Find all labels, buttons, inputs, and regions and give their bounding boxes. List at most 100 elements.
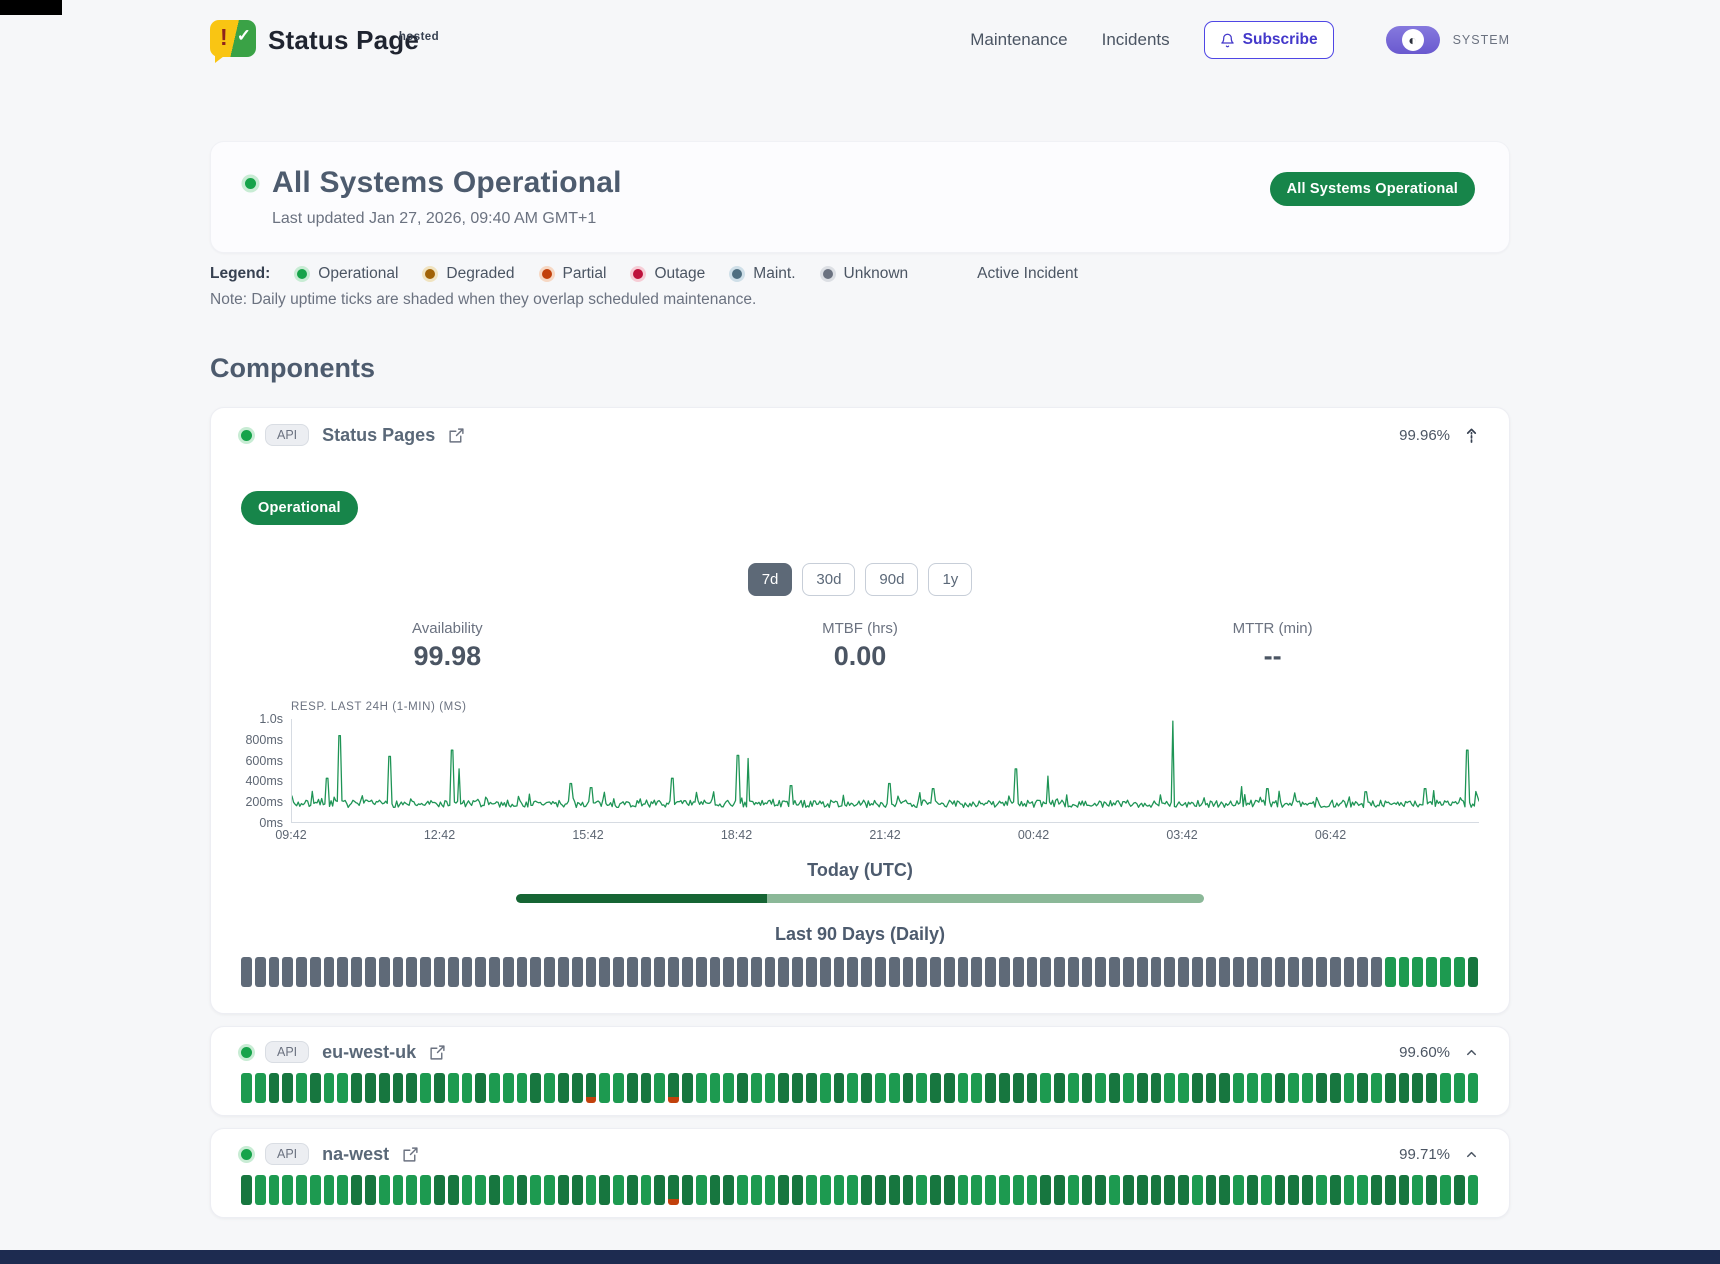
uptime-tick[interactable] (502, 1175, 514, 1205)
uptime-tick[interactable] (874, 1175, 886, 1205)
uptime-tick[interactable] (723, 1073, 735, 1103)
uptime-tick[interactable] (489, 957, 500, 987)
uptime-tick[interactable] (241, 1175, 252, 1205)
uptime-tick[interactable] (544, 957, 555, 987)
uptime-tick[interactable] (1412, 957, 1424, 987)
uptime-tick[interactable] (461, 1175, 473, 1205)
uptime-tick[interactable] (1054, 1073, 1065, 1103)
uptime-tick[interactable] (833, 1175, 845, 1205)
uptime-tick[interactable] (1315, 1073, 1327, 1103)
uptime-tick[interactable] (461, 1073, 473, 1103)
uptime-tick[interactable] (861, 1175, 872, 1205)
uptime-tick[interactable] (916, 957, 928, 987)
uptime-tick[interactable] (406, 957, 418, 987)
uptime-tick[interactable] (778, 1073, 790, 1103)
uptime-tick[interactable] (323, 1175, 335, 1205)
uptime-tick[interactable] (1302, 957, 1313, 987)
uptime-tick[interactable] (557, 1175, 569, 1205)
uptime-tick[interactable] (1384, 957, 1396, 987)
uptime-tick[interactable] (1260, 957, 1272, 987)
uptime-tick[interactable] (1467, 1175, 1479, 1205)
uptime-tick[interactable] (764, 1175, 776, 1205)
uptime-tick[interactable] (571, 957, 583, 987)
uptime-tick[interactable] (1012, 957, 1024, 987)
uptime-tick[interactable] (833, 957, 845, 987)
uptime-tick[interactable] (1439, 957, 1451, 987)
uptime-tick[interactable] (1164, 1073, 1176, 1103)
uptime-tick[interactable] (282, 1175, 294, 1205)
uptime-tick[interactable] (806, 957, 817, 987)
uptime-tick[interactable] (764, 1073, 776, 1103)
range-90d-button[interactable]: 90d (865, 563, 919, 596)
uptime-tick[interactable] (861, 1073, 872, 1103)
uptime-tick[interactable] (971, 1073, 983, 1103)
uptime-tick[interactable] (502, 957, 514, 987)
uptime-tick[interactable] (337, 1073, 349, 1103)
uptime-tick[interactable] (1371, 1073, 1382, 1103)
uptime-tick[interactable] (365, 1175, 376, 1205)
uptime-tick[interactable] (682, 1073, 693, 1103)
uptime-tick[interactable] (737, 1073, 748, 1103)
uptime-tick[interactable] (1164, 957, 1176, 987)
uptime-tick[interactable] (792, 1175, 804, 1205)
uptime-tick[interactable] (1219, 1175, 1231, 1205)
uptime-tick[interactable] (1329, 1073, 1341, 1103)
uptime-tick[interactable] (1467, 1073, 1479, 1103)
uptime-tick[interactable] (1398, 1175, 1410, 1205)
uptime-tick[interactable] (254, 1175, 266, 1205)
uptime-tick[interactable] (943, 1175, 955, 1205)
uptime-tick[interactable] (557, 1073, 569, 1103)
uptime-tick[interactable] (447, 1175, 459, 1205)
uptime-tick[interactable] (1426, 957, 1437, 987)
uptime-tick[interactable] (241, 1073, 252, 1103)
uptime-tick[interactable] (888, 1175, 900, 1205)
uptime-tick[interactable] (1384, 1073, 1396, 1103)
uptime-tick[interactable] (957, 957, 969, 987)
uptime-tick[interactable] (323, 1073, 335, 1103)
uptime-tick[interactable] (792, 1073, 804, 1103)
uptime-tick[interactable] (764, 957, 776, 987)
uptime-tick[interactable] (254, 957, 266, 987)
uptime-tick[interactable] (516, 1073, 528, 1103)
uptime-tick[interactable] (254, 1073, 266, 1103)
uptime-tick[interactable] (985, 957, 996, 987)
uptime-tick[interactable] (571, 1175, 583, 1205)
uptime-tick[interactable] (709, 957, 721, 987)
uptime-tick[interactable] (544, 1175, 555, 1205)
uptime-tick[interactable] (1012, 1175, 1024, 1205)
uptime-tick[interactable] (1164, 1175, 1176, 1205)
uptime-tick[interactable] (585, 1073, 597, 1103)
nav-incidents[interactable]: Incidents (1101, 30, 1170, 49)
uptime-tick[interactable] (1453, 957, 1465, 987)
uptime-tick[interactable] (971, 957, 983, 987)
uptime-tick[interactable] (695, 957, 707, 987)
uptime-tick[interactable] (819, 957, 831, 987)
uptime-tick[interactable] (626, 1175, 638, 1205)
uptime-tick[interactable] (888, 1073, 900, 1103)
uptime-tick[interactable] (530, 1175, 542, 1205)
uptime-tick[interactable] (1219, 957, 1231, 987)
uptime-tick[interactable] (640, 1175, 652, 1205)
uptime-tick[interactable] (778, 957, 790, 987)
uptime-tick[interactable] (1343, 957, 1355, 987)
uptime-tick[interactable] (1371, 957, 1382, 987)
uptime-tick[interactable] (902, 1175, 914, 1205)
uptime-tick[interactable] (1315, 957, 1327, 987)
uptime-tick[interactable] (1219, 1073, 1231, 1103)
uptime-tick[interactable] (323, 957, 335, 987)
uptime-tick[interactable] (489, 1073, 500, 1103)
uptime-tick[interactable] (1260, 1073, 1272, 1103)
uptime-tick[interactable] (957, 1175, 969, 1205)
uptime-tick[interactable] (1136, 1175, 1148, 1205)
uptime-tick[interactable] (1384, 1175, 1396, 1205)
uptime-tick[interactable] (309, 1073, 321, 1103)
uptime-tick[interactable] (930, 957, 941, 987)
uptime-tick[interactable] (1109, 1073, 1120, 1103)
uptime-tick[interactable] (1247, 1175, 1258, 1205)
uptime-tick[interactable] (1054, 957, 1065, 987)
uptime-tick[interactable] (682, 1175, 693, 1205)
uptime-tick[interactable] (861, 957, 872, 987)
uptime-tick[interactable] (943, 957, 955, 987)
uptime-tick[interactable] (709, 1073, 721, 1103)
uptime-tick[interactable] (282, 1073, 294, 1103)
